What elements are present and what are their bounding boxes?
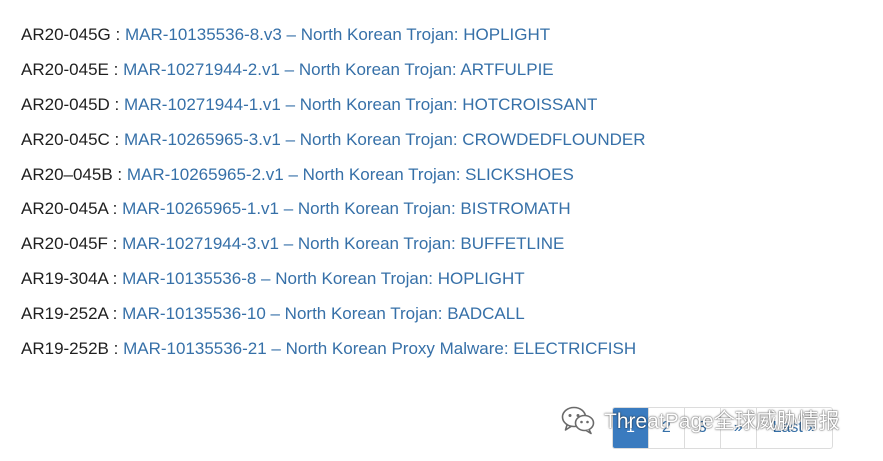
report-link[interactable]: MAR-10135536-21 – North Korean Proxy Mal… (123, 339, 637, 359)
report-id: AR19-252A (21, 304, 108, 324)
separator: : (108, 339, 124, 359)
report-link[interactable]: MAR-10135536-8 – North Korean Trojan: HO… (122, 269, 525, 289)
report-id: AR20-045A (21, 199, 108, 219)
list-item: AR20–045B : MAR-10265965-2.v1 – North Ko… (21, 158, 646, 193)
report-link[interactable]: MAR-10271944-3.v1 – North Korean Trojan:… (122, 234, 565, 254)
separator: : (107, 304, 123, 324)
report-link[interactable]: MAR-10265965-3.v1 – North Korean Trojan:… (124, 129, 646, 149)
separator: : (107, 234, 123, 254)
report-id: AR20-045D (21, 94, 110, 114)
report-link[interactable]: MAR-10271944-1.v1 – North Korean Trojan:… (124, 94, 598, 114)
wechat-icon (561, 406, 595, 435)
list-item: AR20-045G : MAR-10135536-8.v3 – North Ko… (21, 18, 646, 53)
report-id: AR20-045E (21, 59, 109, 79)
report-link[interactable]: MAR-10135536-10 – North Korean Trojan: B… (122, 304, 525, 324)
separator: : (110, 25, 125, 44)
report-link[interactable]: MAR-10265965-2.v1 – North Korean Trojan:… (126, 164, 574, 184)
report-id: AR20-045F (21, 234, 108, 254)
list-item: AR20-045A : MAR-10265965-1.v1 – North Ko… (21, 192, 646, 227)
report-link[interactable]: MAR-10265965-1.v1 – North Korean Trojan:… (122, 199, 571, 219)
separator: : (107, 199, 123, 219)
report-id: AR20-045G (21, 25, 111, 44)
page-3-button[interactable]: 3 (683, 408, 720, 448)
separator: : (112, 164, 127, 184)
list-item: AR19-252A : MAR-10135536-10 – North Kore… (21, 297, 646, 332)
page-1-button[interactable]: 1 (613, 408, 648, 448)
list-item: AR19-252B : MAR-10135536-21 – North Kore… (21, 332, 646, 367)
report-id: AR20-045C (21, 129, 110, 149)
page-2-button[interactable]: 2 (647, 408, 684, 448)
last-page-button[interactable]: Last » (755, 408, 833, 448)
report-link[interactable]: MAR-10135536-8.v3 – North Korean Trojan:… (124, 25, 551, 44)
separator: : (109, 129, 124, 149)
report-id: AR19-252B (21, 339, 109, 359)
separator: : (107, 269, 123, 289)
list-item: AR20-045C : MAR-10265965-3.v1 – North Ko… (21, 123, 646, 158)
list-item: AR20-045F : MAR-10271944-3.v1 – North Ko… (21, 227, 646, 262)
list-item: AR19-304A : MAR-10135536-8 – North Korea… (21, 262, 646, 297)
list-item: AR20-045E : MAR-10271944-2.v1 – North Ko… (21, 53, 646, 88)
report-id: AR19-304A (21, 269, 108, 289)
report-link[interactable]: MAR-10271944-2.v1 – North Korean Trojan:… (123, 59, 554, 79)
list-item: AR20-045D : MAR-10271944-1.v1 – North Ko… (21, 88, 646, 123)
pagination: 1 2 3 » Last » (612, 407, 834, 449)
separator: : (109, 94, 124, 114)
separator: : (108, 59, 124, 79)
report-id: AR20–045B (21, 164, 113, 184)
advisory-list: AR20-045G : MAR-10135536-8.v3 – North Ko… (21, 18, 646, 367)
next-page-button[interactable]: » (719, 408, 756, 448)
